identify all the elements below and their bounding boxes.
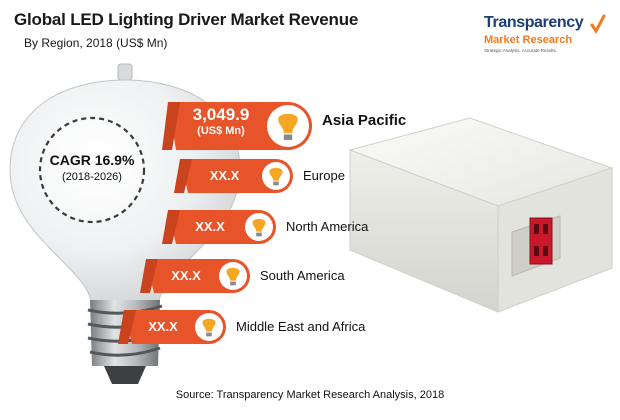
light-bulb-icon [252, 218, 266, 232]
bar-edge [162, 102, 180, 150]
bar-edge [140, 259, 158, 293]
led-driver-image [348, 117, 614, 313]
bar-edge [162, 210, 180, 244]
light-bulb-icon [269, 167, 283, 181]
chart-title: Global LED Lighting Driver Market Revenu… [14, 10, 359, 29]
light-bulb-icon-base [230, 281, 236, 286]
category-label: Europe [303, 168, 345, 183]
logo-line-1: Transparency [484, 14, 584, 31]
light-bulb-icon [202, 318, 216, 332]
logo-line-2: Market Research [484, 34, 573, 46]
light-bulb-icon-base [283, 134, 293, 140]
company-logo: Transparency Market Research Strategic A… [478, 14, 610, 60]
value-label: XX.X [195, 219, 225, 234]
category-label: South America [260, 268, 345, 283]
category-label: Middle East and Africa [236, 319, 366, 334]
value-label: XX.X [171, 268, 201, 283]
bar-edge [118, 310, 136, 344]
light-bulb-icon-base [256, 232, 262, 237]
chart-subtitle: By Region, 2018 (US$ Mn) [24, 36, 168, 50]
category-label: Asia Pacific [322, 112, 407, 129]
bar-edge [174, 159, 192, 193]
bar-europe [180, 159, 293, 193]
light-bulb-icon-base [273, 181, 279, 186]
cagr-callout: CAGR 16.9% (2018-2026) [36, 152, 148, 183]
cagr-label: CAGR 16.9% [49, 152, 135, 168]
logo-tagline: Strategic Analysis. Accurate Results. [484, 48, 558, 53]
checkmark-icon [590, 14, 606, 34]
cagr-period: (2018-2026) [62, 171, 122, 183]
light-bulb-icon-base [206, 332, 212, 337]
source-note: Source: Transparency Market Research Ana… [175, 389, 445, 401]
light-bulb-icon [278, 113, 298, 133]
value-label: XX.X [209, 168, 240, 183]
value-label: 3,049.9 (US$ Mn) [178, 105, 264, 137]
value-label: XX.X [148, 319, 178, 334]
value-label-unit: (US$ Mn) [197, 124, 245, 137]
category-label: North America [286, 219, 369, 234]
value-label-number: 3,049.9 [192, 105, 250, 124]
light-bulb-icon [226, 267, 240, 281]
